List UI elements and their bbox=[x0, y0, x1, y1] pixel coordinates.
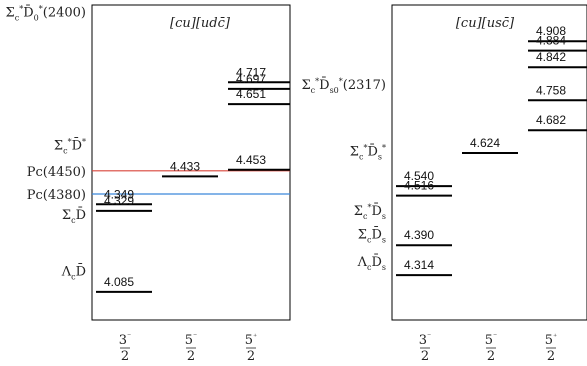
spin-numerator: 5⁻ bbox=[485, 332, 498, 348]
threshold-label: ΛcD̄s bbox=[357, 254, 386, 272]
level-value: 4.390 bbox=[404, 228, 434, 242]
level-value: 4.516 bbox=[404, 179, 434, 193]
level-value: 4.349 bbox=[104, 187, 134, 201]
spin-numerator: 3⁻ bbox=[119, 332, 132, 348]
level-value: 4.540 bbox=[404, 169, 434, 183]
level-value: 4.651 bbox=[236, 87, 266, 101]
threshold-label: Pc(4380) bbox=[27, 188, 86, 203]
threshold-label: ΣcD̄s bbox=[358, 226, 386, 244]
level-value: 4.908 bbox=[536, 24, 566, 38]
spin-parity-label: 5⁺2 bbox=[545, 332, 558, 364]
level-value: 4.433 bbox=[170, 159, 200, 173]
spin-parity-label: 3⁻2 bbox=[119, 332, 132, 364]
spin-denominator: 2 bbox=[187, 349, 195, 364]
level-value: 4.624 bbox=[470, 136, 500, 150]
level-value: 4.884 bbox=[536, 34, 566, 48]
level-value: 4.717 bbox=[236, 65, 266, 79]
spin-numerator: 5⁻ bbox=[185, 332, 198, 348]
panel-1: [cu][udc̄] Σc*D̄0*(2400) Σc*D̄* Pc(4450) Pc(… bbox=[6, 4, 291, 364]
spin-parity-label: 5⁻2 bbox=[185, 332, 198, 364]
spin-denominator: 2 bbox=[547, 349, 555, 364]
panel-frame bbox=[391, 4, 587, 321]
panel-frame bbox=[91, 4, 291, 321]
threshold-label: Σc*D̄0*(2400) bbox=[6, 4, 86, 22]
level-value: 4.842 bbox=[536, 50, 566, 64]
spin-denominator: 2 bbox=[421, 349, 429, 364]
level-value: 4.758 bbox=[536, 83, 566, 97]
level-value: 4.329 bbox=[104, 194, 134, 208]
quark-content-label: [cu][usc̄] bbox=[456, 16, 515, 31]
threshold-label: ΛcD̄ bbox=[61, 263, 86, 281]
quark-content-label: [cu][udc̄] bbox=[170, 16, 231, 31]
threshold-label: Σc*D̄* bbox=[54, 137, 86, 155]
spin-numerator: 5⁺ bbox=[245, 332, 258, 348]
level-value: 4.697 bbox=[236, 72, 266, 86]
spin-denominator: 2 bbox=[121, 349, 129, 364]
threshold-label: ΣcD̄ bbox=[62, 207, 86, 225]
threshold-label: Σc*D̄s* bbox=[350, 143, 386, 161]
level-value: 4.085 bbox=[104, 275, 134, 289]
spin-parity-label: 3⁻2 bbox=[419, 332, 432, 364]
panel-2: [cu][usc̄] Σc*D̄s0*(2317) Σc*D̄s* Σc*D̄s ΣcD… bbox=[301, 4, 587, 364]
threshold-label: Σc*D̄s0*(2317) bbox=[301, 76, 386, 94]
spin-parity-label: 5⁺2 bbox=[245, 332, 258, 364]
spin-denominator: 2 bbox=[487, 349, 495, 364]
level-value: 4.682 bbox=[536, 113, 566, 127]
spin-numerator: 5⁺ bbox=[545, 332, 558, 348]
spin-parity-label: 5⁻2 bbox=[485, 332, 498, 364]
spin-numerator: 3⁻ bbox=[419, 332, 432, 348]
threshold-label: Pc(4450) bbox=[27, 165, 86, 180]
spin-denominator: 2 bbox=[247, 349, 255, 364]
threshold-label: Σc*D̄s bbox=[354, 202, 386, 220]
level-value: 4.314 bbox=[404, 258, 434, 272]
level-value: 4.453 bbox=[236, 153, 266, 167]
